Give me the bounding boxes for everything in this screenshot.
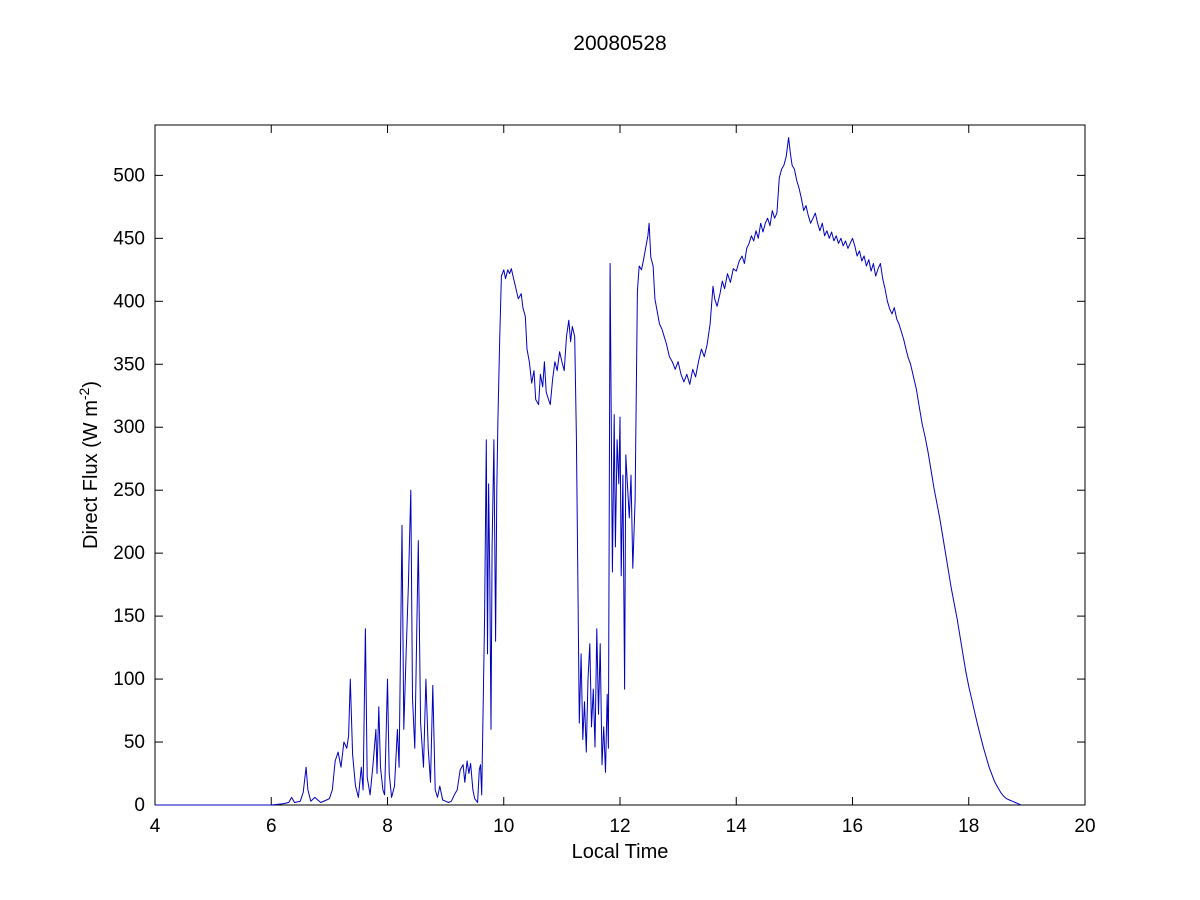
y-axis-label-superscript: -2 (76, 387, 92, 400)
x-tick-label: 12 (609, 816, 630, 837)
x-tick-label: 8 (382, 816, 393, 837)
chart-title: 20080528 (573, 32, 666, 55)
x-tick-label: 6 (266, 816, 277, 837)
y-tick-label: 200 (113, 543, 145, 564)
y-axis-label-end: ) (80, 381, 102, 388)
x-tick-label: 10 (493, 816, 514, 837)
x-tick-label: 16 (842, 816, 863, 837)
x-tick-label: 4 (150, 816, 161, 837)
y-tick-label: 0 (134, 795, 145, 816)
y-axis-label-main: Direct Flux (W m (80, 400, 102, 549)
y-tick-label: 500 (113, 165, 145, 186)
y-tick-label: 250 (113, 480, 145, 501)
x-tick-label: 14 (726, 816, 748, 837)
y-tick-label: 400 (113, 291, 145, 312)
flux-data-line (155, 137, 1022, 806)
plot-area: 4 6 8 10 12 14 16 18 200501001502002503003504004… (113, 124, 1096, 837)
y-axis-label: Direct Flux (W m-2) (76, 381, 102, 549)
y-tick-label: 450 (113, 228, 145, 249)
x-axis-label: Local Time (572, 841, 669, 863)
x-tick-label: 18 (958, 816, 979, 837)
y-tick-label: 350 (113, 354, 145, 375)
y-tick-label: 150 (113, 606, 145, 627)
y-tick-label: 300 (113, 417, 145, 438)
y-tick-label: 100 (113, 669, 145, 690)
y-tick-label: 50 (124, 732, 145, 753)
x-tick-label: 20 (1074, 816, 1095, 837)
